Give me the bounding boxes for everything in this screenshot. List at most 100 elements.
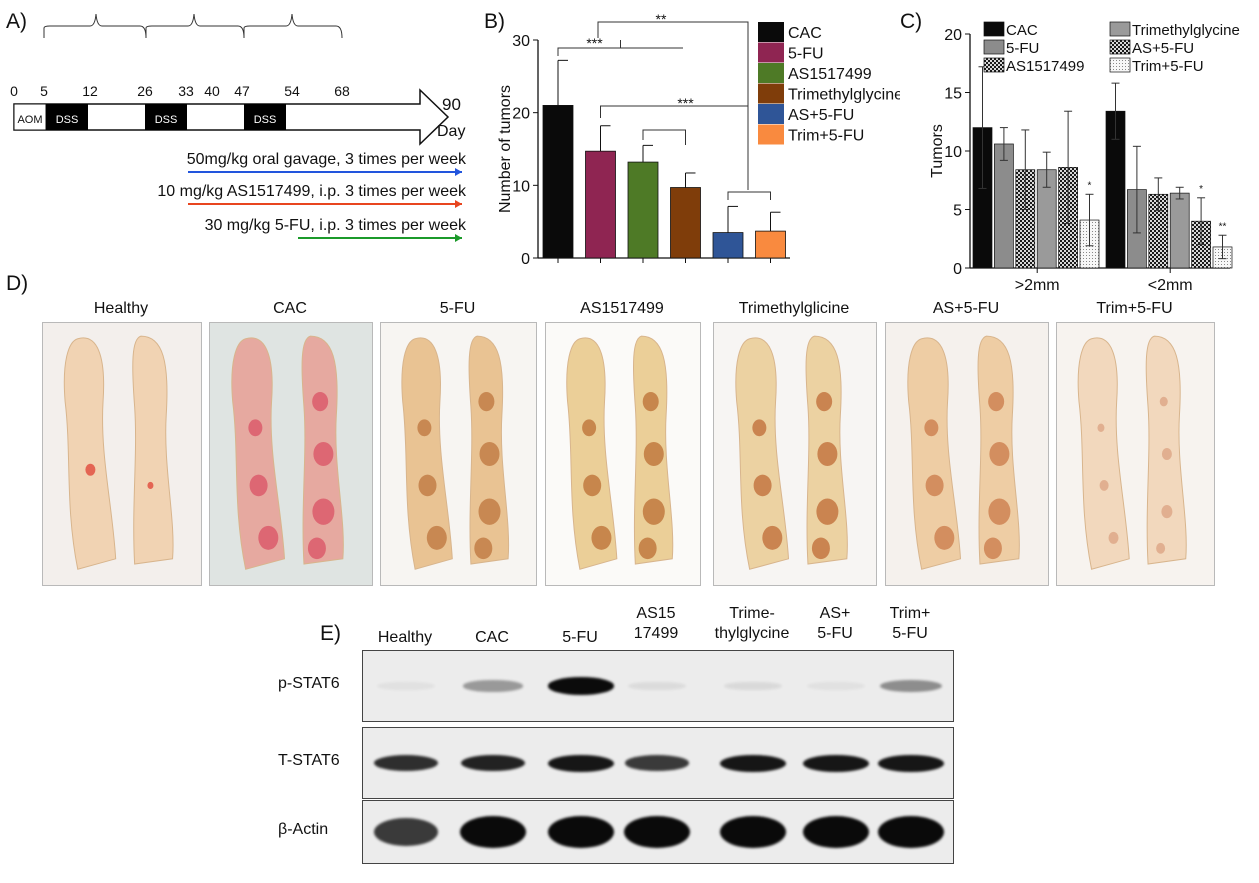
colon-illustration bbox=[231, 335, 344, 570]
photo-label: Trim+5-FU bbox=[1096, 300, 1173, 317]
blot-band bbox=[878, 754, 944, 772]
y-tick-label: 0 bbox=[521, 251, 530, 268]
colon-segment bbox=[132, 335, 174, 565]
legend-swatch bbox=[983, 39, 1005, 55]
legend-swatch bbox=[983, 57, 1005, 73]
tumor-spot bbox=[1099, 480, 1109, 491]
panel-letter-e: E) bbox=[320, 622, 341, 645]
significance-label: *** bbox=[586, 35, 603, 51]
legend-label: 5-FU bbox=[1006, 40, 1039, 57]
treatment-lines: 50mg/kg oral gavage, 3 times per week 10 … bbox=[157, 151, 467, 242]
lane-label: AS15 17499 bbox=[633, 605, 679, 642]
blot-band bbox=[803, 754, 869, 772]
tumor-spot bbox=[811, 537, 830, 560]
legend-label: AS+5-FU bbox=[788, 107, 854, 124]
colon-segment bbox=[231, 337, 286, 570]
day-ticks: 0 5 12 26 33 40 47 54 68 bbox=[10, 83, 350, 99]
tumor-spot bbox=[479, 442, 500, 466]
tumor-spot bbox=[474, 537, 493, 560]
dss-block-3 bbox=[244, 104, 286, 130]
legend-swatch bbox=[758, 42, 784, 63]
treatment-text: 10 mg/kg AS1517499, i.p. 3 times per wee… bbox=[157, 183, 467, 200]
blot-band bbox=[373, 755, 439, 771]
legend-label: Trim+5-FU bbox=[1132, 58, 1204, 75]
lane-label: Healthy bbox=[377, 629, 433, 646]
x-tick-label: >2mm bbox=[1015, 277, 1060, 294]
blot-band bbox=[803, 816, 869, 848]
blot-band bbox=[723, 681, 783, 691]
y-tick-label: 20 bbox=[512, 106, 530, 123]
bar bbox=[670, 187, 701, 259]
blot-band bbox=[624, 816, 690, 848]
photo-label: AS1517499 bbox=[580, 300, 664, 317]
tumor-spot bbox=[1161, 505, 1173, 519]
dss-label-2: DSS bbox=[155, 114, 178, 126]
y-axis-label: Tumors bbox=[929, 124, 946, 178]
blot-row-label: p-STAT6 bbox=[278, 675, 340, 692]
tumor-spot bbox=[925, 474, 944, 497]
photo-label: Trimethylglicine bbox=[738, 300, 850, 317]
tumor-spot bbox=[1156, 542, 1166, 554]
dss-block-2 bbox=[145, 104, 187, 130]
day-tick-label: 5 bbox=[40, 83, 48, 99]
blot-band bbox=[625, 755, 689, 771]
legend-swatch bbox=[758, 22, 784, 42]
sig-bracket bbox=[557, 47, 683, 56]
blot-strip bbox=[362, 727, 954, 799]
blot-band bbox=[548, 677, 614, 695]
blot-band bbox=[548, 754, 614, 772]
bar bbox=[1169, 192, 1190, 269]
colon-segment bbox=[63, 337, 117, 570]
bar bbox=[542, 105, 574, 259]
blot-band bbox=[878, 816, 944, 848]
tumor-spot bbox=[426, 525, 447, 550]
blot-band bbox=[460, 816, 526, 848]
colon-illustration bbox=[63, 335, 174, 570]
treatment-arrowhead bbox=[455, 168, 462, 176]
legend-swatch bbox=[758, 124, 784, 145]
panel-letter-b: B) bbox=[484, 10, 505, 33]
legend-swatch bbox=[758, 104, 784, 124]
tumor-spot bbox=[417, 419, 432, 437]
sig-bracket bbox=[727, 191, 771, 200]
blot-band bbox=[462, 680, 524, 692]
sig-bracket bbox=[642, 129, 686, 145]
y-tick-label: 5 bbox=[953, 203, 962, 220]
colon-segment bbox=[735, 337, 790, 570]
tumor-spot bbox=[817, 442, 838, 466]
colon-photo bbox=[545, 322, 701, 586]
dss-label-3: DSS bbox=[254, 114, 277, 126]
panel-letter-a: A) bbox=[6, 10, 27, 33]
tumor-spot bbox=[988, 498, 1011, 525]
tumor-spot bbox=[249, 474, 268, 497]
legend-label: CAC bbox=[1006, 22, 1038, 39]
colon-illustration bbox=[566, 335, 674, 570]
x-tick-label: <2mm bbox=[1148, 277, 1193, 294]
blot-row-label: β-Actin bbox=[278, 821, 329, 838]
legend-swatch bbox=[758, 83, 784, 104]
tumor-spot bbox=[989, 442, 1010, 466]
colon-photo bbox=[380, 322, 537, 586]
tumor-spot bbox=[312, 392, 329, 412]
blot-row-label: T-STAT6 bbox=[278, 752, 340, 769]
tumor-spot bbox=[1097, 423, 1105, 432]
lane-label: Trim+ 5-FU bbox=[889, 605, 931, 642]
lane-label: 5-FU bbox=[562, 629, 598, 646]
panel-letter-c: C) bbox=[900, 10, 923, 33]
legend-label: Trimethylglycine bbox=[788, 87, 900, 104]
tumor-spot bbox=[478, 498, 501, 525]
legend-label: AS+5-FU bbox=[1132, 40, 1194, 57]
legend-label: Trimethylglycine bbox=[1132, 22, 1240, 39]
tumor-spot bbox=[762, 525, 783, 550]
y-tick-label: 10 bbox=[944, 144, 962, 161]
lane-label: AS+ 5-FU bbox=[817, 605, 853, 642]
treatment-text: 30 mg/kg 5-FU, i.p. 3 times per week bbox=[205, 217, 467, 234]
tumor-spot bbox=[418, 474, 437, 497]
colon-illustration bbox=[1077, 335, 1187, 570]
tumor-spot bbox=[753, 474, 772, 497]
day-tick-label: 12 bbox=[82, 83, 98, 99]
colon-segment bbox=[401, 337, 453, 570]
